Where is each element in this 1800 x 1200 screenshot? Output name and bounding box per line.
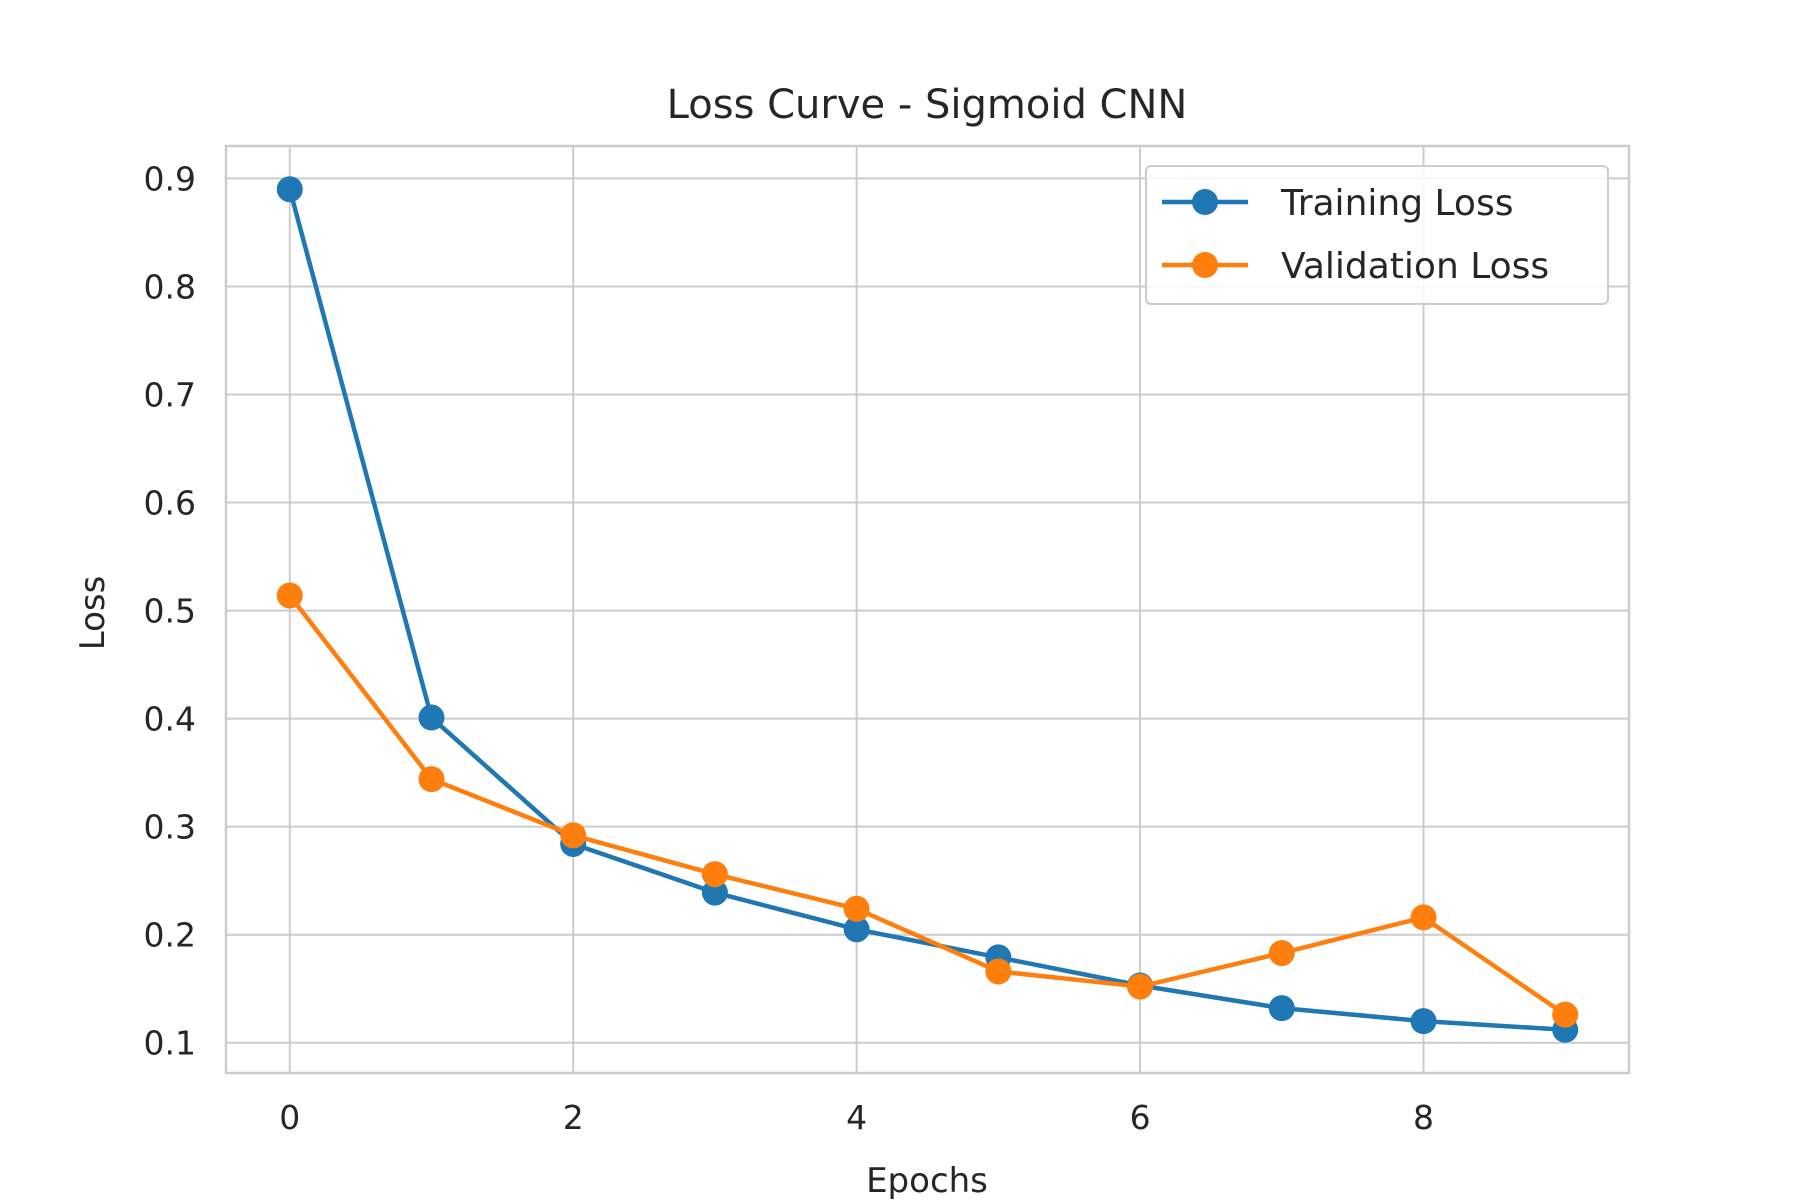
- data-point-training-loss: [843, 916, 870, 943]
- y-axis-label: Loss: [73, 576, 113, 651]
- x-tick-label: 4: [846, 1098, 867, 1137]
- data-point-validation-loss: [1410, 904, 1437, 931]
- y-tick-label: 0.7: [144, 375, 196, 414]
- x-tick-label: 6: [1130, 1098, 1151, 1137]
- legend-label-validation: Validation Loss: [1281, 246, 1549, 287]
- legend-frame: [1145, 165, 1609, 305]
- series-layer: [276, 176, 1579, 1043]
- y-tick-label: 0.8: [144, 267, 196, 306]
- x-tick-label: 8: [1413, 1098, 1434, 1137]
- x-axis-label: Epochs: [866, 1161, 988, 1200]
- data-point-validation-loss: [560, 822, 587, 849]
- data-point-validation-loss: [276, 582, 303, 609]
- legend-marker-validation: [1192, 252, 1218, 278]
- y-tick-label: 0.9: [144, 159, 196, 198]
- data-point-validation-loss: [1552, 1001, 1579, 1028]
- tick-labels: 0 2 4 6 8 0.1 0.2 0.3 0.4 0.5 0.6 0.7 0.8 0.9: [144, 159, 1434, 1137]
- x-tick-label: 0: [279, 1098, 300, 1137]
- y-tick-label: 0.3: [144, 808, 196, 847]
- legend-marker-training: [1192, 189, 1218, 215]
- series-validation-loss: [276, 582, 1579, 1028]
- data-point-validation-loss: [1268, 940, 1295, 967]
- data-point-validation-loss: [418, 766, 445, 793]
- data-point-validation-loss: [701, 861, 728, 888]
- data-point-training-loss: [276, 176, 303, 203]
- series-line-validation-loss: [287, 593, 1568, 1017]
- data-point-validation-loss: [843, 895, 870, 922]
- data-point-training-loss: [1268, 995, 1295, 1022]
- x-tick-label: 2: [563, 1098, 584, 1137]
- chart-title: Loss Curve - Sigmoid CNN: [667, 82, 1188, 128]
- data-point-training-loss: [418, 704, 445, 731]
- legend: Training Loss Validation Loss: [1145, 165, 1609, 305]
- y-tick-label: 0.2: [144, 916, 196, 955]
- y-tick-label: 0.1: [144, 1024, 196, 1063]
- legend-label-training: Training Loss: [1280, 183, 1513, 224]
- data-point-validation-loss: [985, 958, 1012, 985]
- y-tick-label: 0.5: [144, 592, 196, 631]
- y-tick-label: 0.6: [144, 484, 196, 523]
- y-tick-label: 0.4: [144, 700, 196, 739]
- series-line-training-loss: [287, 186, 1568, 1033]
- data-point-training-loss: [1410, 1008, 1437, 1035]
- data-point-validation-loss: [1127, 973, 1154, 1000]
- data-point-training-loss: [701, 879, 728, 906]
